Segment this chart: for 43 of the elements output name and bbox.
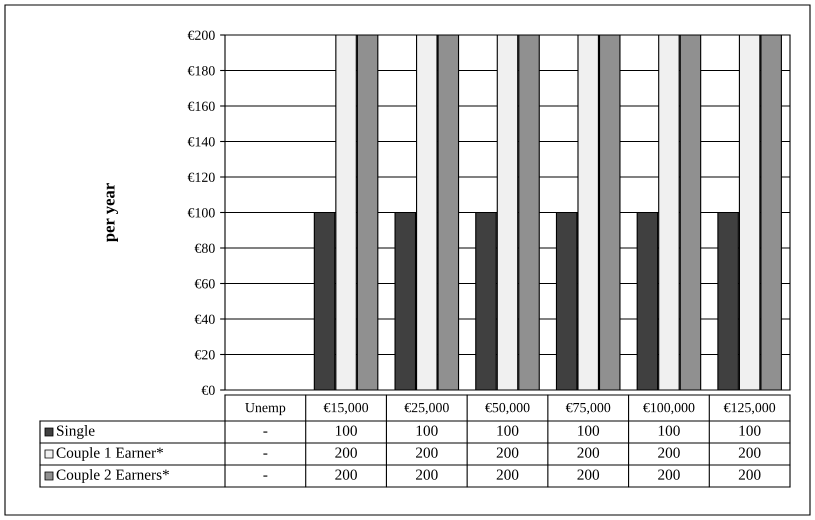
y-tick-label: €180	[188, 66, 215, 76]
y-tick-label: €160	[188, 102, 215, 111]
text: -	[263, 476, 268, 477]
data-label: 200	[738, 448, 761, 458]
legend-label: Couple 2 Earners*	[56, 469, 169, 483]
y-tick-label: €200	[188, 30, 215, 40]
data-label: 100	[497, 426, 518, 436]
y-tick-label: €0	[202, 386, 215, 395]
data-label: 100	[658, 426, 680, 436]
y-tick-label: €60	[194, 279, 215, 288]
x-tick-label: €100,000	[643, 402, 694, 414]
data-label: 100	[578, 426, 600, 436]
data-label: 200	[577, 470, 600, 480]
y-axis-title: per year	[106, 183, 118, 242]
text: -	[263, 432, 268, 433]
x-tick-label: €75,000	[566, 402, 610, 414]
x-tick-label: €125,000	[724, 402, 776, 414]
y-tick-label: €140	[188, 137, 215, 146]
data-label: 100	[336, 426, 357, 436]
legend-label: Single	[57, 425, 95, 439]
x-tick-label: Unemp	[245, 403, 286, 416]
data-label: 100	[416, 426, 438, 436]
data-label: 200	[496, 470, 518, 480]
x-tick-label: €50,000	[485, 402, 530, 414]
y-tick-label: €100	[188, 208, 215, 218]
data-label: 200	[335, 470, 357, 480]
data-label: 200	[658, 470, 680, 480]
y-tick-label: €120	[188, 172, 215, 182]
data-label: 100	[740, 426, 761, 436]
data-label: 200	[738, 470, 761, 480]
legend-label: Couple 1 Earner*	[56, 447, 164, 461]
text: -	[263, 454, 268, 455]
data-label: 200	[416, 470, 438, 480]
x-tick-label: €15,000	[324, 402, 368, 414]
data-label: 200	[335, 448, 357, 458]
x-tick-label: €25,000	[404, 402, 449, 414]
data-label: 200	[577, 448, 600, 458]
y-tick-label: €40	[194, 314, 215, 324]
data-label: 200	[496, 448, 518, 458]
data-label: 200	[416, 448, 438, 458]
y-tick-label: €80	[194, 244, 215, 253]
data-label: 200	[658, 448, 680, 458]
y-tick-label: €20	[194, 350, 215, 360]
